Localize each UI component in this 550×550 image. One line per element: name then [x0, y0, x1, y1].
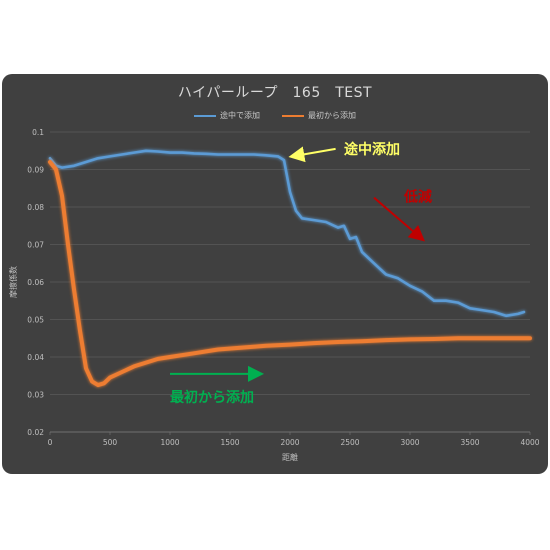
y-tick-label: 0.04 [27, 353, 44, 362]
annotation-label-1: 途中添加 [344, 141, 400, 158]
x-tick-label: 2500 [340, 438, 359, 447]
plot-area: 0.02 0.03 0.04 0.05 0.06 0.07 0.08 0.09 0.1 0 500 1… [8, 128, 540, 462]
y-tick-label: 0.02 [27, 428, 44, 437]
y-tick-label: 0.05 [27, 316, 44, 325]
x-tick-label: 2000 [280, 438, 299, 447]
annotation-arrow-1 [288, 146, 336, 163]
x-tick-label: 4000 [520, 438, 539, 447]
x-axis-title: 距離 [282, 452, 298, 462]
y-tick-label: 0.1 [32, 128, 44, 137]
x-tick-label: 3000 [400, 438, 419, 447]
legend-item-series-2: 最初から添加 [282, 110, 356, 121]
chart-title: ハイパーループ 165 TEST [177, 85, 373, 101]
x-tick-label: 1000 [160, 438, 179, 447]
y-tick-label: 0.07 [27, 241, 44, 250]
series-line-1 [48, 149, 526, 318]
x-tick-label: 1500 [220, 438, 239, 447]
legend-label-series-1: 途中で添加 [220, 111, 260, 120]
annotation-arrow-2 [373, 196, 426, 242]
x-tick-label: 3500 [460, 438, 479, 447]
x-tick-label: 0 [48, 438, 53, 447]
y-tick-label: 0.09 [27, 166, 44, 175]
y-tick-label: 0.08 [27, 203, 44, 212]
legend-label-series-2: 最初から添加 [308, 111, 356, 120]
chart-panel: ハイパーループ 165 TEST 途中で添加 最初から添加 0.02 0.03 0.… [2, 74, 548, 474]
y-axis-title: 摩擦係数 [8, 266, 18, 298]
legend-swatch-series-1 [194, 114, 216, 117]
legend-swatch-series-2 [282, 114, 304, 117]
y-tick-label: 0.06 [27, 278, 44, 287]
series-line-2 [48, 160, 532, 388]
x-tick-label: 500 [103, 438, 118, 447]
y-tick-label: 0.03 [27, 391, 44, 400]
legend-item-series-1: 途中で添加 [194, 110, 260, 121]
annotation-label-2: 低減 [403, 188, 432, 205]
legend: 途中で添加 最初から添加 [2, 110, 548, 121]
annotation-label-3: 最初から添加 [170, 389, 254, 406]
